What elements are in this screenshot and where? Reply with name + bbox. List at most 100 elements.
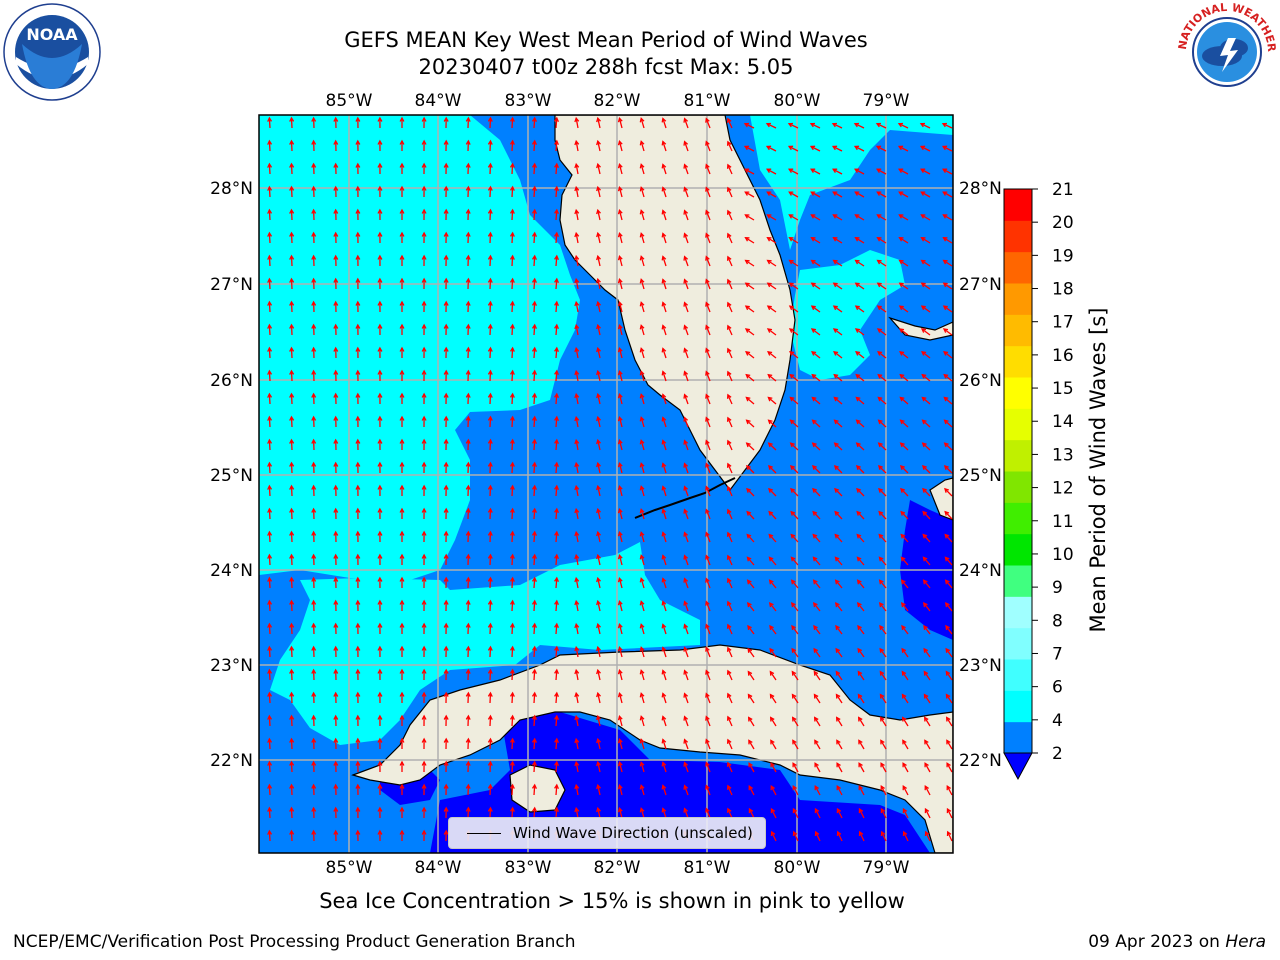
lon-label: 83°W [505, 858, 552, 878]
wind-arrow-head [858, 830, 864, 837]
wind-arrow-head [289, 323, 295, 329]
wind-arrow [555, 646, 558, 658]
wind-arrow-head [554, 415, 559, 421]
wind-arrow [662, 463, 667, 474]
wind-arrow [640, 647, 645, 658]
ocean-cyan-east [790, 250, 905, 380]
wind-arrow-head [617, 806, 623, 813]
wind-arrow [923, 625, 931, 635]
wind-arrow-head [617, 392, 623, 399]
wind-arrow [489, 370, 492, 382]
wind-arrow-head [421, 116, 427, 122]
wind-arrow-head [355, 231, 361, 237]
wind-arrow [747, 671, 755, 681]
wind-arrow-head [726, 554, 732, 560]
wind-arrow-head [355, 484, 361, 490]
wind-arrow [788, 145, 799, 152]
wind-arrow-head [617, 208, 623, 215]
wind-arrow-head [465, 300, 471, 306]
wind-arrow-head [421, 599, 427, 605]
wind-arrow-head [443, 208, 449, 214]
wind-arrow-head [596, 208, 601, 215]
wind-arrow [878, 419, 887, 428]
wind-arrow-head [355, 415, 361, 421]
wind-arrow-head [399, 208, 405, 214]
wind-arrow-head [377, 461, 383, 467]
wind-arrow-head [920, 328, 927, 333]
wind-arrow-head [421, 507, 427, 513]
wind-arrow-head [747, 647, 753, 653]
wind-arrow [511, 163, 514, 175]
wind-arrow [767, 214, 777, 221]
wind-arrow-head [574, 162, 580, 169]
wind-arrow [901, 648, 909, 658]
wind-arrow [813, 694, 821, 704]
wind-arrow-head [554, 277, 559, 283]
wind-arrow-head [832, 282, 838, 288]
wind-arrow-head [683, 807, 689, 813]
sea-ice-note: Sea Ice Concentration > 15% is shown in … [319, 889, 905, 913]
wind-arrow [811, 214, 821, 221]
wind-arrow-head [509, 116, 515, 122]
wind-arrow [836, 785, 843, 796]
wind-arrow-head [683, 600, 689, 606]
wind-arrow-head [421, 576, 427, 582]
wind-arrow-head [509, 553, 515, 559]
wind-arrow-head [854, 328, 861, 333]
wind-arrow-head [726, 600, 732, 606]
wind-arrow [877, 351, 887, 359]
wind-arrow-head [509, 323, 515, 329]
lon-labels-bottom: 85°W 84°W 83°W 82°W 81°W 80°W 79°W [326, 858, 910, 878]
wind-arrow-head [377, 737, 383, 743]
wind-arrow-head [726, 232, 732, 238]
wind-arrow [833, 237, 843, 244]
wind-arrow [575, 693, 579, 704]
wind-arrow [290, 347, 293, 359]
wind-arrow-head [487, 507, 493, 513]
wind-arrow [791, 602, 799, 612]
wind-arrow-head [531, 208, 537, 214]
wind-arrow [489, 347, 492, 359]
wind-arrow-head [746, 602, 752, 608]
wind-arrow-head [465, 277, 471, 283]
wind-arrow-head [355, 254, 361, 260]
wind-arrow [575, 279, 579, 290]
wind-arrow-head [705, 531, 710, 537]
wind-arrow [943, 259, 953, 267]
wind-arrow-head [639, 692, 645, 698]
wind-arrow-head [683, 439, 689, 445]
wind-arrow-head [311, 162, 317, 168]
wind-arrow [877, 397, 887, 405]
wind-arrow-head [289, 346, 295, 352]
wind-arrow-head [945, 693, 951, 699]
wind-arrow [770, 808, 777, 819]
wind-arrow-head [836, 830, 842, 837]
wind-arrow-head [617, 507, 623, 514]
wind-arrow-head [399, 599, 405, 605]
wind-arrow-head [705, 301, 710, 307]
wind-arrow [618, 785, 623, 796]
wind-arrow [879, 648, 887, 658]
wind-arrow-head [421, 530, 427, 536]
wind-arrow [900, 442, 909, 451]
wind-arrow-head [554, 714, 559, 720]
wind-arrow [855, 351, 865, 359]
wind-arrow [921, 328, 931, 336]
wind-arrow [533, 623, 536, 635]
wind-arrow [902, 808, 909, 819]
wind-arrow-head [289, 760, 295, 766]
wind-arrow [555, 761, 558, 773]
wind-arrow [662, 348, 667, 359]
wind-arrow [511, 577, 514, 589]
wind-arrow-head [289, 208, 295, 214]
wind-arrow [899, 305, 909, 313]
wind-arrow [555, 232, 558, 244]
wind-arrow [618, 187, 623, 198]
wind-arrow-head [377, 116, 383, 122]
wind-arrow-head [487, 392, 493, 398]
wind-arrow-head [617, 760, 623, 767]
wind-arrow [855, 282, 865, 290]
wind-arrow [855, 259, 865, 267]
wind-arrow-head [574, 714, 580, 721]
wind-arrow-head [726, 347, 732, 353]
